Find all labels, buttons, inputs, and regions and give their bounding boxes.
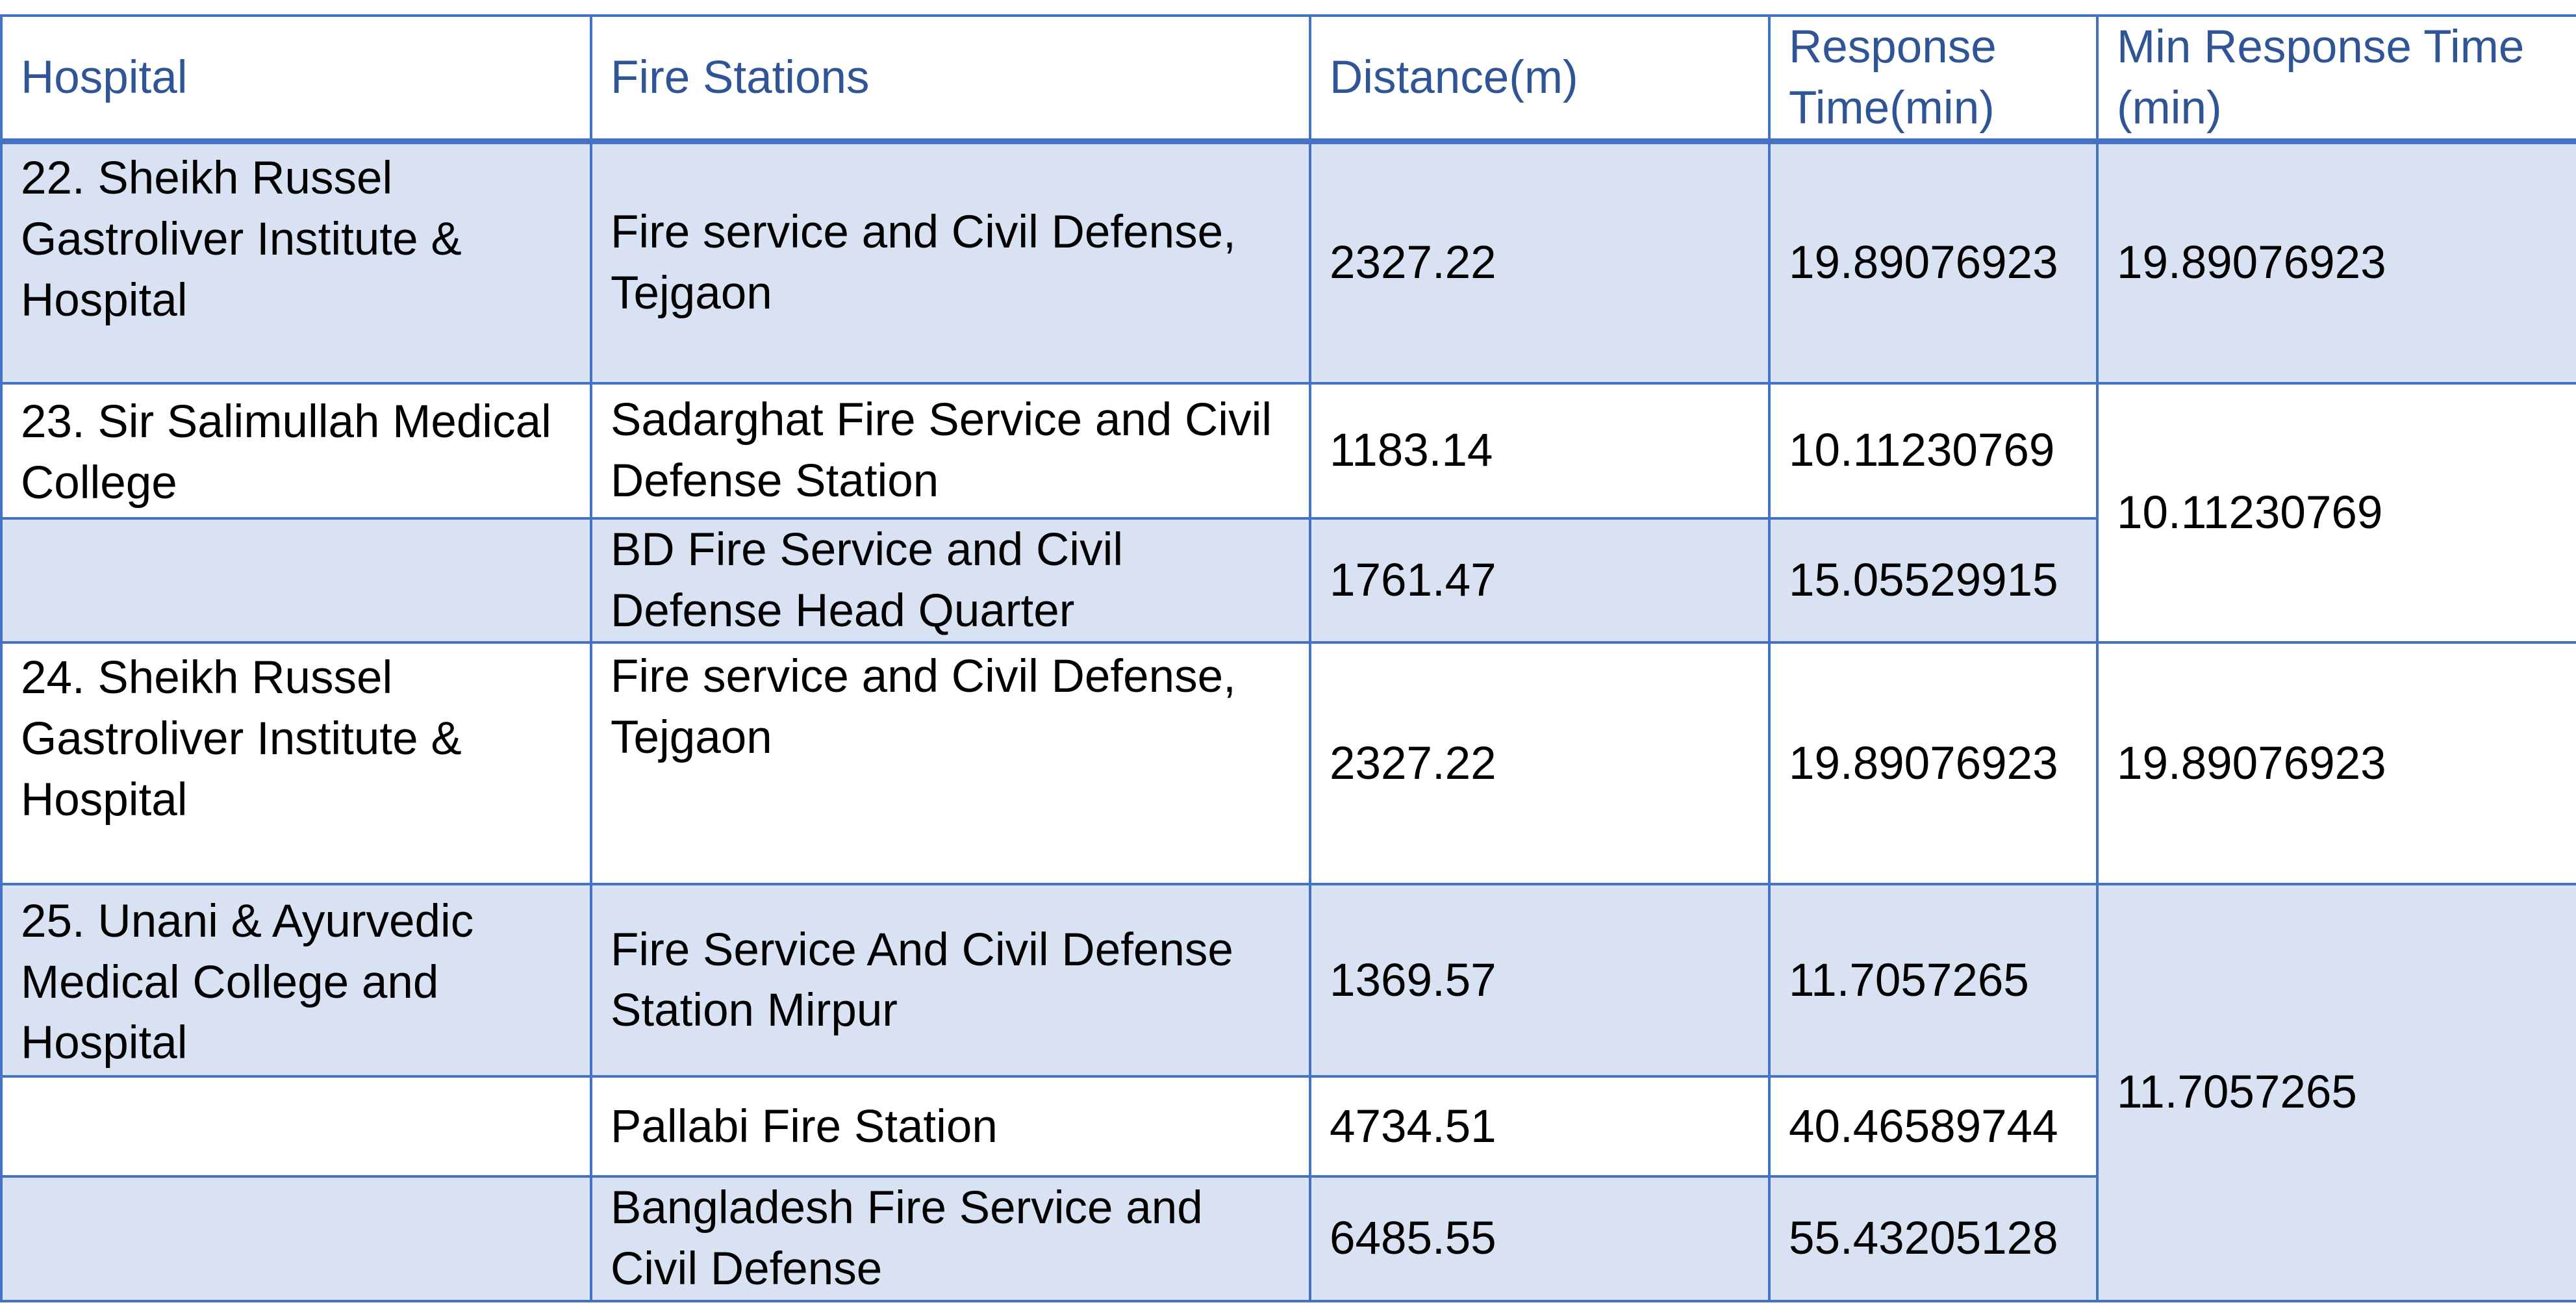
fire-station-cell: Sadarghat Fire Service and Civil Defense…: [590, 381, 1311, 520]
table-header-row: Hospital Fire Stations Distance(m) Respo…: [0, 14, 2576, 145]
hospital-cell: 24. Sheikh Russel Gastroliver Institute …: [0, 641, 592, 886]
distance-cell: 1761.47: [1309, 516, 1771, 644]
distance-cell: 2327.22: [1309, 140, 1771, 385]
response-time-cell: 40.46589744: [1768, 1075, 2099, 1178]
column-header-min-response-time: Min Response Time (min): [2096, 14, 2576, 145]
min-response-time-cell: 10.11230769: [2096, 381, 2576, 644]
fire-station-cell: BD Fire Service and Civil Defense Head Q…: [590, 516, 1311, 644]
table-row: 25. Unani & Ayurvedic Medical College an…: [0, 883, 2576, 1302]
response-time-cell: 19.89076923: [1768, 140, 2099, 385]
hospital-cell: 22. Sheikh Russel Gastroliver Institute …: [0, 140, 592, 385]
hospital-cell-empty: [0, 1175, 592, 1302]
fire-station-cell: Fire Service And Civil Defense Station M…: [590, 883, 1311, 1078]
fire-station-cell: Fire service and Civil Defense, Tejgaon: [590, 140, 1311, 385]
hospital-cell: 23. Sir Salimullah Medical College: [0, 381, 592, 520]
distance-cell: 1369.57: [1309, 883, 1771, 1078]
distance-cell: 2327.22: [1309, 641, 1771, 886]
column-header-fire-stations: Fire Stations: [590, 14, 1311, 145]
column-header-hospital: Hospital: [0, 14, 592, 145]
table-row: 22. Sheikh Russel Gastroliver Institute …: [0, 140, 2576, 385]
min-response-time-cell: 19.89076923: [2096, 140, 2576, 385]
distance-cell: 4734.51: [1309, 1075, 1771, 1178]
column-header-response-time: Response Time(min): [1768, 14, 2099, 145]
hospital-cell-empty: [0, 516, 592, 644]
min-response-time-cell: 11.7057265: [2096, 883, 2576, 1302]
distance-cell: 6485.55: [1309, 1175, 1771, 1302]
fire-station-cell: Fire service and Civil Defense, Tejgaon: [590, 641, 1311, 886]
min-response-time-cell: 19.89076923: [2096, 641, 2576, 886]
table-row: 24. Sheikh Russel Gastroliver Institute …: [0, 641, 2576, 886]
fire-station-cell: Bangladesh Fire Service and Civil Defens…: [590, 1175, 1311, 1302]
hospital-cell: 25. Unani & Ayurvedic Medical College an…: [0, 883, 592, 1078]
table-row: 23. Sir Salimullah Medical College Sadar…: [0, 381, 2576, 644]
response-time-cell: 55.43205128: [1768, 1175, 2099, 1302]
response-time-cell: 19.89076923: [1768, 641, 2099, 886]
response-time-cell: 15.05529915: [1768, 516, 2099, 644]
distance-cell: 1183.14: [1309, 381, 1771, 520]
hospital-fire-station-table-container: Hospital Fire Stations Distance(m) Respo…: [0, 14, 2576, 1302]
hospital-fire-station-table: Hospital Fire Stations Distance(m) Respo…: [0, 14, 2576, 1302]
fire-station-cell: Pallabi Fire Station: [590, 1075, 1311, 1178]
response-time-cell: 10.11230769: [1768, 381, 2099, 520]
column-header-distance: Distance(m): [1309, 14, 1771, 145]
response-time-cell: 11.7057265: [1768, 883, 2099, 1078]
hospital-cell-empty: [0, 1075, 592, 1178]
